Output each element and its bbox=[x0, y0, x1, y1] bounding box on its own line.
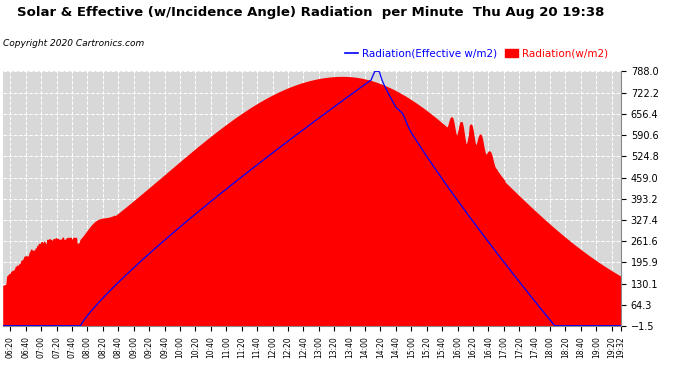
Legend: Radiation(Effective w/m2), Radiation(w/m2): Radiation(Effective w/m2), Radiation(w/m… bbox=[341, 45, 612, 63]
Text: Solar & Effective (w/Incidence Angle) Radiation  per Minute  Thu Aug 20 19:38: Solar & Effective (w/Incidence Angle) Ra… bbox=[17, 6, 604, 19]
Text: Copyright 2020 Cartronics.com: Copyright 2020 Cartronics.com bbox=[3, 39, 145, 48]
